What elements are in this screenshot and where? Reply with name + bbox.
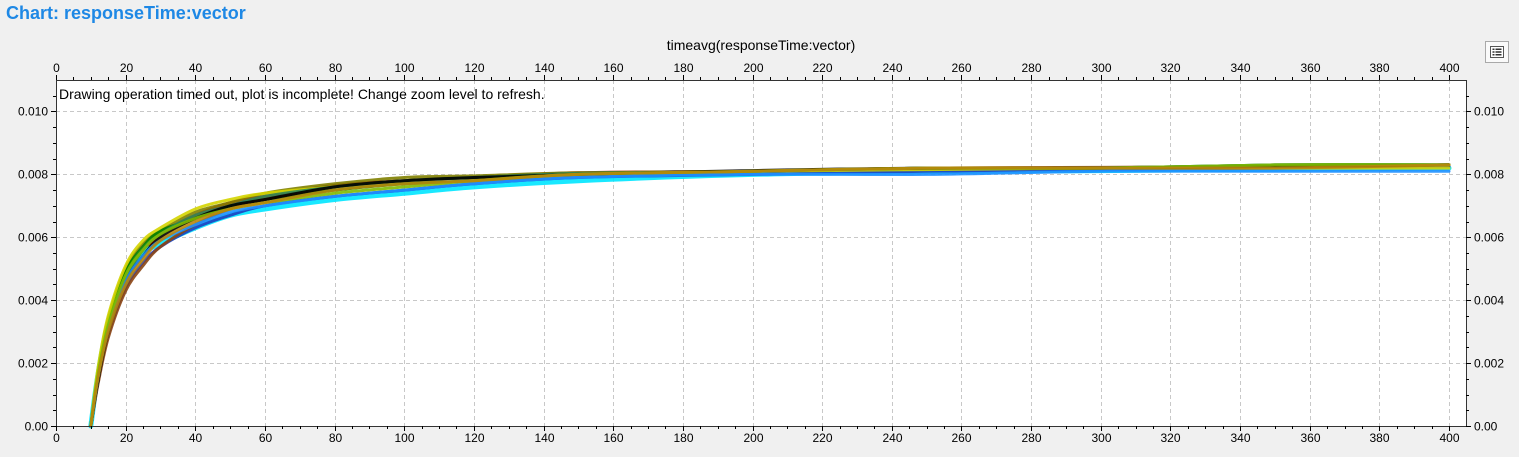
x-tick-label-bottom: 240 xyxy=(882,431,902,445)
y-tick-label-left: 0.004 xyxy=(18,294,48,308)
axes: 0 0 20 20 40 40 60 60 80 80 100 100 120 120 140 140 160 1… xyxy=(18,61,1504,445)
x-tick-label-bottom: 80 xyxy=(329,431,343,445)
x-tick-label-bottom: 260 xyxy=(951,431,971,445)
series-lines xyxy=(88,163,1452,429)
x-tick-label-bottom: 140 xyxy=(534,431,554,445)
x-tick-label-top: 20 xyxy=(120,61,134,75)
chart-title-header: Chart: responseTime:vector xyxy=(6,3,246,23)
timeout-warning: Drawing operation timed out, plot is inc… xyxy=(59,86,545,102)
x-tick-label-bottom: 40 xyxy=(189,431,203,445)
y-tick-label-right: 0.00 xyxy=(1474,420,1498,434)
x-tick-label-top: 100 xyxy=(394,61,414,75)
y-tick-label-left: 0.008 xyxy=(18,168,48,182)
x-tick-label-top: 300 xyxy=(1091,61,1111,75)
x-tick-label-top: 60 xyxy=(259,61,273,75)
x-tick-label-top: 320 xyxy=(1160,61,1180,75)
x-tick-label-bottom: 200 xyxy=(743,431,763,445)
x-tick-label-bottom: 220 xyxy=(812,431,832,445)
x-tick-label-bottom: 320 xyxy=(1160,431,1180,445)
x-tick-label-top: 400 xyxy=(1439,61,1459,75)
x-tick-label-top: 220 xyxy=(812,61,832,75)
x-tick-label-top: 260 xyxy=(951,61,971,75)
x-tick-label-bottom: 380 xyxy=(1369,431,1389,445)
y-tick-label-right: 0.006 xyxy=(1474,231,1504,245)
x-tick-label-bottom: 180 xyxy=(673,431,693,445)
x-tick-label-top: 340 xyxy=(1230,61,1250,75)
x-tick-label-top: 180 xyxy=(673,61,693,75)
x-tick-label-top: 360 xyxy=(1300,61,1320,75)
x-tick-label-bottom: 0 xyxy=(53,431,60,445)
x-tick-label-top: 80 xyxy=(329,61,343,75)
x-tick-label-top: 160 xyxy=(603,61,623,75)
y-tick-label-right: 0.010 xyxy=(1474,105,1504,119)
x-tick-label-top: 200 xyxy=(743,61,763,75)
y-tick-label-right: 0.002 xyxy=(1474,357,1504,371)
x-tick-label-bottom: 160 xyxy=(603,431,623,445)
x-tick-label-top: 280 xyxy=(1021,61,1041,75)
x-tick-label-top: 380 xyxy=(1369,61,1389,75)
x-tick-label-bottom: 120 xyxy=(464,431,484,445)
x-tick-label-top: 120 xyxy=(464,61,484,75)
chart-options-button[interactable] xyxy=(1485,41,1509,63)
x-tick-label-top: 140 xyxy=(534,61,554,75)
x-tick-label-bottom: 60 xyxy=(259,431,273,445)
x-tick-label-bottom: 400 xyxy=(1439,431,1459,445)
x-tick-label-top: 40 xyxy=(189,61,203,75)
x-tick-label-top: 0 xyxy=(53,61,60,75)
y-tick-label-left: 0.002 xyxy=(18,357,48,371)
x-tick-label-top: 240 xyxy=(882,61,902,75)
x-tick-label-bottom: 100 xyxy=(394,431,414,445)
y-tick-label-right: 0.004 xyxy=(1474,294,1504,308)
x-tick-label-bottom: 280 xyxy=(1021,431,1041,445)
x-tick-label-bottom: 300 xyxy=(1091,431,1111,445)
grid-lines xyxy=(56,80,1466,426)
series-line xyxy=(89,163,1451,428)
y-tick-label-left: 0.00 xyxy=(25,420,49,434)
list-icon xyxy=(1490,46,1504,58)
y-tick-label-left: 0.006 xyxy=(18,231,48,245)
y-tick-label-right: 0.008 xyxy=(1474,168,1504,182)
plot-title: timeavg(responseTime:vector) xyxy=(667,37,856,53)
y-tick-label-left: 0.010 xyxy=(18,105,48,119)
plot-background xyxy=(57,81,1466,426)
x-tick-label-bottom: 340 xyxy=(1230,431,1250,445)
series-line xyxy=(89,169,1451,428)
x-tick-label-bottom: 360 xyxy=(1300,431,1320,445)
x-tick-label-bottom: 20 xyxy=(120,431,134,445)
